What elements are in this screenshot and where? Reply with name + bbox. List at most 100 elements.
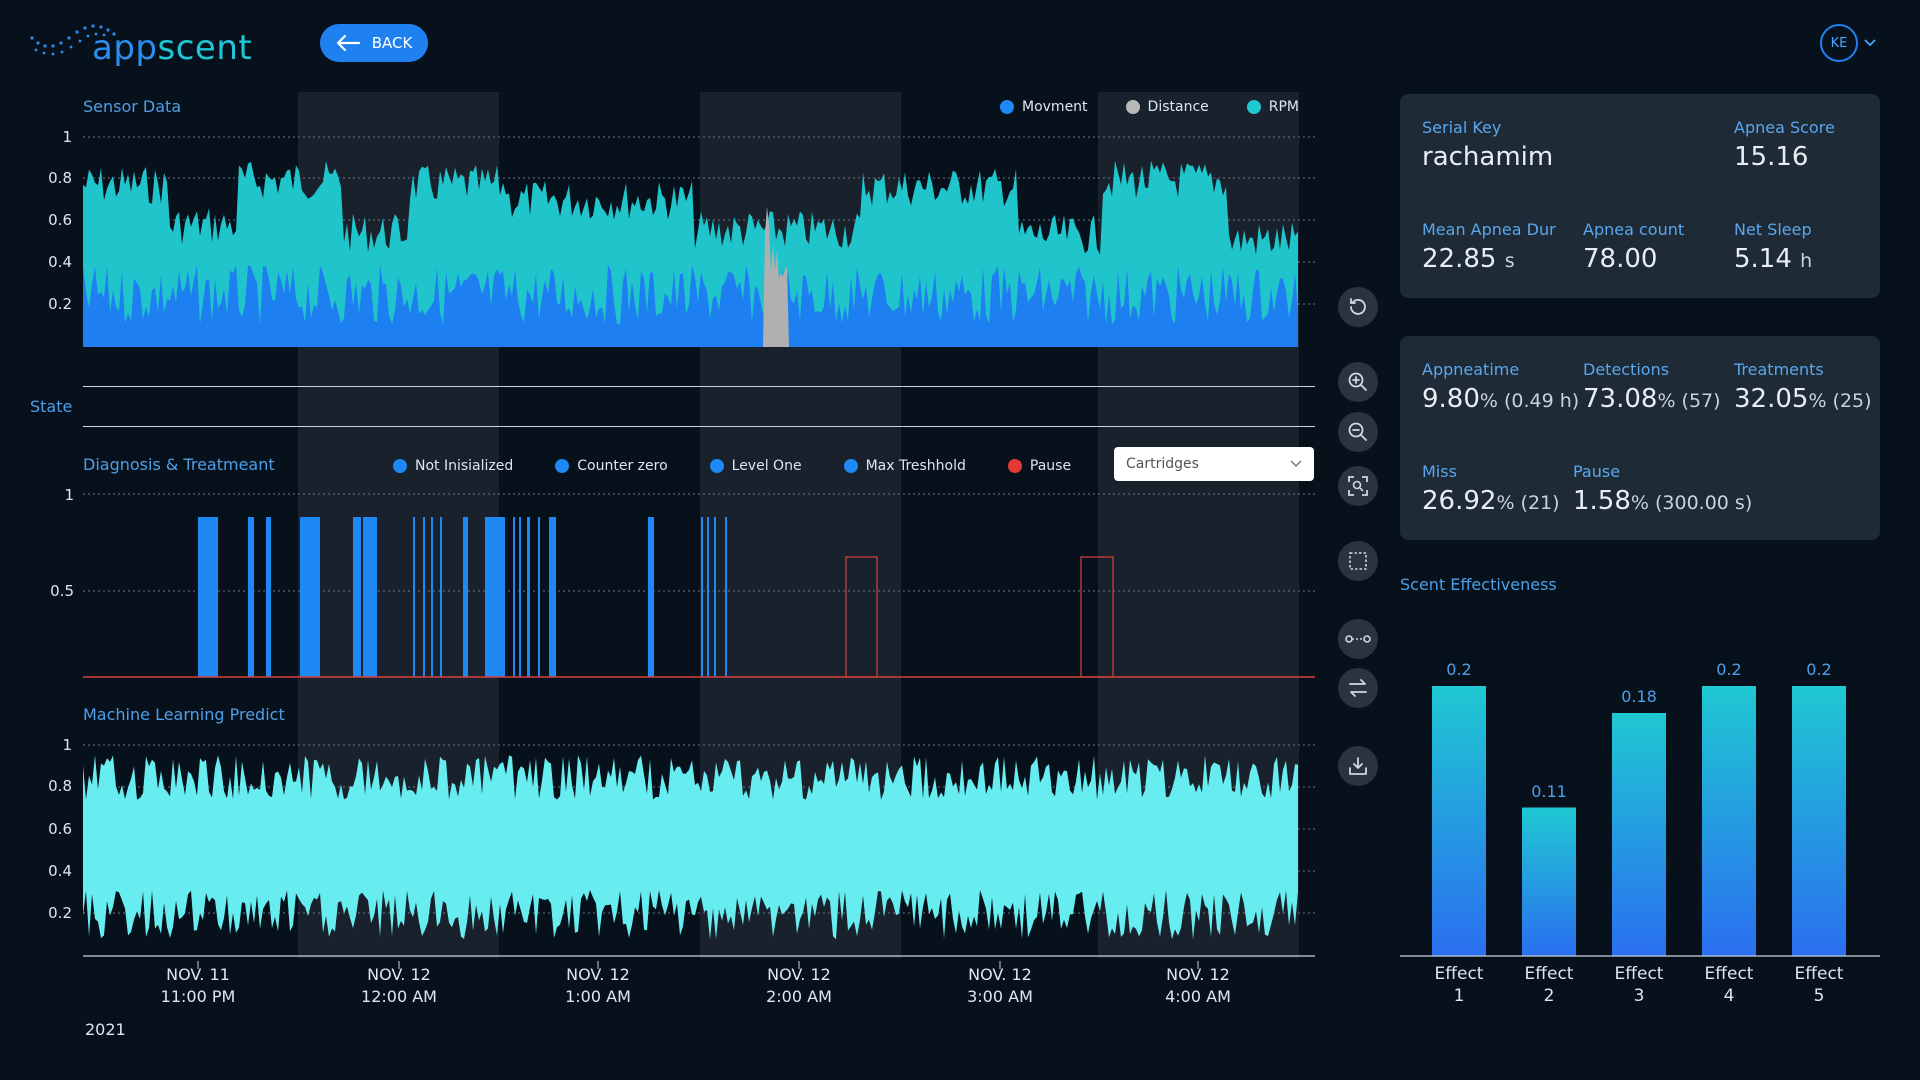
serial-key-value: rachamim: [1422, 142, 1554, 172]
appneatime-label: Appneatime: [1422, 360, 1520, 379]
legend-label: Not Inisialized: [415, 458, 514, 474]
scent-effectiveness-chart: [1400, 686, 1880, 957]
scent-bar-5: [1792, 686, 1846, 956]
scent-category-label: Effect 4: [1704, 964, 1754, 1006]
link-icon: [1345, 635, 1371, 643]
logo-wave-icon: [30, 24, 116, 56]
state-title: State: [30, 397, 73, 416]
chevron-down-icon: [1290, 460, 1302, 468]
back-button[interactable]: BACK: [320, 24, 428, 62]
y-tick-label: 0.5: [50, 582, 74, 600]
scent-bar-value: 0.2: [1446, 660, 1472, 679]
zoom-out-icon: [1348, 422, 1367, 441]
scent-bar-value: 0.11: [1531, 781, 1567, 801]
treatment-bar: [266, 517, 271, 677]
legend-label: RPM: [1268, 99, 1300, 115]
diagnosis-title: Diagnosis & Treatmeant: [83, 455, 275, 474]
arrow-left-icon: [336, 35, 360, 51]
apnea-score-value: 15.16: [1734, 142, 1809, 172]
treatment-bar: [248, 517, 254, 677]
y-tick-label: 1: [62, 128, 72, 146]
movement-trace: [83, 265, 1298, 347]
treatment-bar: [485, 517, 505, 677]
swap-button[interactable]: [1338, 668, 1378, 708]
pause-label: Pause: [1573, 462, 1621, 481]
y-tick-label: 0.6: [48, 820, 72, 838]
treatment-bar: [423, 517, 425, 677]
select-area-button[interactable]: [1338, 541, 1378, 581]
treatment-bar: [413, 517, 415, 677]
diagnosis-plot: [83, 493, 1315, 678]
scent-bar-3: [1612, 713, 1666, 956]
treatment-bar: [431, 517, 433, 677]
avatar-initials: KE: [1830, 35, 1848, 51]
x-tick-label: NOV. 12 1:00 AM: [565, 965, 631, 1006]
legend-dot: [709, 459, 724, 473]
net-sleep-value: 5.14 h: [1734, 244, 1813, 274]
x-tick-label: NOV. 12 2:00 AM: [766, 965, 832, 1006]
download-icon: [1349, 757, 1367, 775]
legend-dot: [555, 459, 570, 473]
chevron-down-icon[interactable]: [1864, 36, 1876, 48]
treatment-bar: [714, 517, 716, 677]
zoom-fit-button[interactable]: [1338, 466, 1378, 506]
scent-category-label: Effect 1: [1434, 964, 1484, 1006]
net-sleep-label: Net Sleep: [1734, 220, 1812, 239]
treatment-bar: [538, 517, 540, 677]
legend-label: Pause: [1029, 458, 1072, 474]
detections-label: Detections: [1583, 360, 1670, 379]
zoom-in-icon: [1348, 372, 1367, 391]
mean-apnea-dur-label: Mean Apnea Dur: [1422, 220, 1556, 239]
apnea-count-label: Apnea count: [1583, 220, 1685, 239]
download-button[interactable]: [1338, 746, 1378, 786]
zoom-in-button[interactable]: [1338, 362, 1378, 402]
sensor-data-plot: [83, 136, 1315, 347]
y-tick-label: 0.2: [48, 295, 72, 313]
ml-predict-plot: [83, 744, 1315, 957]
x-tick-label: NOV. 12 3:00 AM: [967, 965, 1033, 1006]
sensor-data-title: Sensor Data: [83, 97, 182, 116]
scent-bar-1: [1432, 686, 1486, 956]
pause-value: 1.58% (300.00 s): [1573, 486, 1753, 516]
mean-apnea-dur-value: 22.85 s: [1422, 244, 1515, 274]
legend-label: Distance: [1147, 99, 1209, 115]
appneatime-value: 9.80% (0.49 h): [1422, 384, 1580, 414]
serial-key-label: Serial Key: [1422, 118, 1502, 137]
diagnosis-legend: Not Inisialized Counter zero Level One M…: [393, 458, 1071, 474]
pause-marker: [845, 556, 878, 678]
treatment-bar: [707, 517, 709, 677]
legend-dot: [1246, 100, 1261, 114]
x-tick-label: NOV. 11 11:00 PM: [160, 965, 236, 1006]
zoom-fit-icon: [1348, 476, 1368, 496]
appscent-logo: appscent: [28, 14, 258, 74]
year-label: 2021: [85, 1020, 126, 1039]
treatment-bar: [440, 517, 442, 677]
scent-bar-value: 0.2: [1806, 660, 1832, 679]
link-button[interactable]: [1338, 619, 1378, 659]
treatment-bar: [513, 517, 515, 677]
legend-label: Level One: [731, 458, 802, 474]
treatments-label: Treatments: [1734, 360, 1824, 379]
reset-icon: [1350, 298, 1366, 315]
logo-text: appscent: [92, 28, 252, 68]
treatment-bar: [300, 517, 320, 677]
treatment-bar: [701, 517, 703, 677]
treatment-bar: [549, 517, 556, 677]
scent-effectiveness-title: Scent Effectiveness: [1400, 575, 1557, 594]
reset-button[interactable]: [1338, 287, 1378, 327]
scent-bar-value: 0.18: [1621, 687, 1657, 706]
logo-text-scent: scent: [157, 28, 253, 68]
detections-value: 73.08% (57): [1583, 384, 1721, 414]
ml-trace: [83, 755, 1298, 940]
miss-label: Miss: [1422, 462, 1457, 481]
user-avatar[interactable]: KE: [1820, 24, 1858, 62]
apnea-count-value: 78.00: [1583, 244, 1658, 274]
treatment-bar: [363, 517, 377, 677]
y-tick-label: 0.4: [48, 862, 72, 880]
y-tick-label: 0.2: [48, 904, 72, 922]
state-line-bottom: [83, 426, 1315, 427]
treatment-bar: [353, 517, 361, 677]
cartridges-select[interactable]: Cartridges: [1114, 447, 1314, 481]
x-tick-label: NOV. 12 12:00 AM: [361, 965, 437, 1006]
zoom-out-button[interactable]: [1338, 412, 1378, 452]
